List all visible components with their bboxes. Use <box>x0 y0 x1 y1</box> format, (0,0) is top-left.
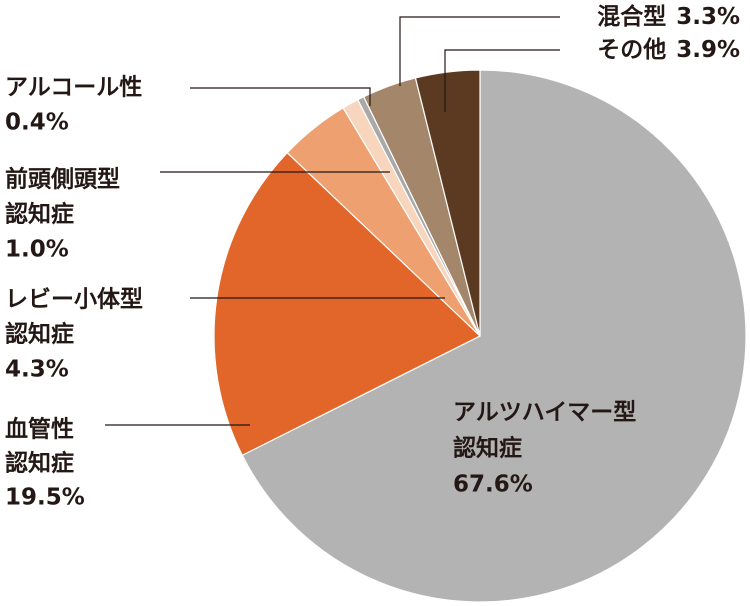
category-label: その他 <box>597 37 666 63</box>
value-label: 19.5% <box>5 485 85 511</box>
slice-label: その他 3.9% <box>597 37 740 63</box>
category-label: 認知症 <box>453 435 522 462</box>
leader-line <box>190 87 371 106</box>
value-label: 3.9% <box>676 37 740 63</box>
pie-slice <box>241 69 747 603</box>
category-label: 血管性 <box>5 416 74 443</box>
leader-line <box>444 49 560 112</box>
category-label: 前頭側頭型 <box>5 166 120 193</box>
pie-slice <box>213 151 482 457</box>
value-label: 67.6% <box>453 472 533 498</box>
category-label: 混合型 <box>597 3 666 30</box>
category-label: レビー小体型 <box>5 287 143 313</box>
category-label: アルコール性 <box>5 75 142 101</box>
value-label: 0.4% <box>5 110 69 136</box>
value-label: 3.3% <box>676 4 740 30</box>
value-label: 4.3% <box>5 357 69 383</box>
leader-line <box>399 16 560 86</box>
category-label: 認知症 <box>5 201 74 228</box>
category-label: 認知症 <box>5 450 74 477</box>
category-label: アルツハイマー型 <box>453 400 636 426</box>
value-label: 1.0% <box>5 237 69 263</box>
category-label: 認知症 <box>5 321 74 348</box>
slice-label: 混合型 3.3% <box>597 3 740 30</box>
pie-slice <box>414 69 481 337</box>
